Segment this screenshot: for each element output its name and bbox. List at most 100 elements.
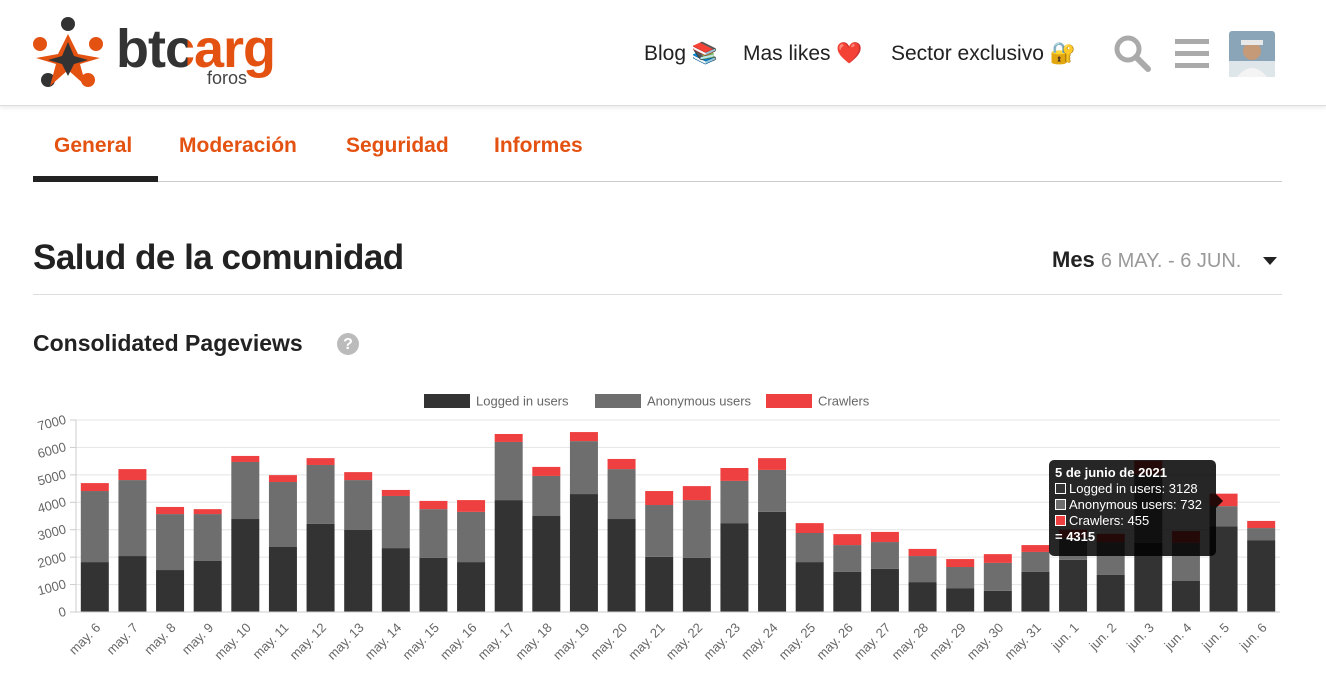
bar-segment	[833, 545, 862, 572]
tab[interactable]: Informes	[494, 134, 583, 157]
brand[interactable]: btcarg	[116, 18, 276, 80]
bar-segment	[870, 531, 899, 543]
chart-heading: Consolidated Pageviews	[33, 330, 303, 356]
bar-segment	[457, 500, 486, 512]
dropdown-caret[interactable]	[1262, 256, 1278, 266]
bar-segment	[1247, 540, 1276, 612]
bar-segment	[419, 509, 448, 558]
bar-segment	[908, 582, 937, 612]
bar-segment	[908, 556, 937, 583]
bar-segment	[80, 483, 109, 492]
bar-segment	[1021, 571, 1050, 612]
bar-segment	[645, 556, 674, 612]
chart: 0 1000 2000 3000 4000 5000 6000 7000 Logged in u…	[36, 393, 1280, 663]
bar-segment	[569, 441, 598, 495]
x-tick-label: jun. 4	[1161, 620, 1195, 654]
bar-segment	[983, 562, 1012, 591]
bar-segment	[607, 469, 636, 520]
x-tick-label: may. 23	[700, 620, 743, 663]
bar-segment	[795, 562, 824, 612]
x-tick-label: may. 30	[964, 620, 1007, 663]
bar-segment	[569, 494, 598, 612]
x-tick-label: may. 14	[362, 620, 405, 663]
nav-link[interactable]: Blog 📚	[644, 42, 719, 65]
bar-segment	[268, 481, 297, 547]
bar-segment	[156, 514, 185, 571]
avatar[interactable]	[1229, 31, 1275, 77]
tab[interactable]: General	[54, 134, 133, 157]
bar-segment	[720, 468, 749, 481]
x-tick-label: may. 31	[1001, 620, 1044, 663]
bar-segment	[682, 557, 711, 612]
bar-segment	[268, 475, 297, 482]
legend-label: Crawlers	[818, 393, 870, 408]
bar-segment	[532, 516, 561, 612]
period-picker[interactable]: Mes 6 MAY. - 6 JUN.	[1052, 247, 1241, 273]
bar-segment	[306, 523, 335, 612]
nav-link[interactable]: Mas likes ❤️	[743, 42, 863, 65]
bar-segment	[532, 466, 561, 476]
tooltip: 5 de junio de 2021 Logged in users: 3128…	[1049, 460, 1223, 556]
bar-segment	[758, 458, 787, 470]
bar-segment	[494, 433, 523, 442]
bar-segment	[344, 529, 373, 612]
bar-segment	[870, 568, 899, 612]
x-tick-label: jun. 3	[1123, 620, 1157, 654]
bar-segment	[268, 546, 297, 612]
bar-segment	[118, 469, 147, 481]
tab[interactable]: Moderación	[179, 134, 297, 157]
bar-segment	[870, 542, 899, 569]
help-icon[interactable]: ?	[336, 332, 360, 356]
x-tick-label: may. 20	[587, 620, 630, 663]
tooltip-swatch	[1055, 499, 1066, 510]
bar-segment	[758, 469, 787, 512]
x-tick-label: jun. 2	[1085, 620, 1119, 654]
bar-segment	[682, 486, 711, 501]
bar-segment	[720, 523, 749, 612]
page-title: Salud de la comunidad	[33, 238, 404, 277]
bar-segment	[1021, 551, 1050, 572]
bar-segment	[193, 509, 222, 515]
bar-segment	[1021, 545, 1050, 552]
bar-segment	[1209, 506, 1238, 527]
y-tick-label: 4000	[36, 494, 68, 516]
bar-segment	[983, 554, 1012, 563]
bar-segment	[80, 562, 109, 612]
tooltip-title: 5 de junio de 2021	[1055, 465, 1167, 480]
x-tick-label: may. 17	[475, 620, 518, 663]
bar-segment	[156, 506, 185, 515]
nav-link[interactable]: Sector exclusivo 🔐	[891, 42, 1076, 65]
x-tick-label: may. 22	[663, 620, 706, 663]
bar-segment	[381, 495, 410, 549]
x-tick-label: may. 27	[851, 620, 894, 663]
search-icon[interactable]	[1112, 33, 1152, 73]
bar-segment	[193, 560, 222, 612]
svg-text:?: ?	[343, 336, 353, 353]
bar-segment	[983, 590, 1012, 612]
bar-segment	[908, 548, 937, 557]
legend-swatch	[424, 394, 470, 408]
bar-segment	[946, 567, 975, 589]
menu-icon[interactable]	[1174, 38, 1210, 70]
period-range[interactable]: 6 MAY. - 6 JUN.	[1100, 250, 1242, 272]
x-tick-label: jun. 6	[1236, 620, 1270, 654]
bar-segment	[419, 500, 448, 510]
legend-label: Anonymous users	[647, 393, 752, 408]
tooltip-line: Logged in users: 3128	[1055, 481, 1210, 497]
brand-text[interactable]: btcarg	[116, 19, 276, 79]
bar-segment	[457, 511, 486, 563]
x-tick-label: may. 21	[625, 620, 668, 663]
x-tick-label: may. 15	[399, 620, 442, 663]
x-tick-label: may. 28	[888, 620, 931, 663]
x-tick-label: may. 25	[776, 620, 819, 663]
bar-segment	[833, 534, 862, 546]
bar-segment	[833, 571, 862, 612]
legend-swatch	[595, 394, 641, 408]
period-label[interactable]: Mes	[1052, 247, 1095, 272]
x-tick-label: may. 13	[324, 620, 367, 663]
bar-segment	[682, 500, 711, 558]
bar-segment	[80, 491, 109, 563]
tab[interactable]: Seguridad	[346, 134, 449, 157]
y-tick-label: 3000	[36, 521, 68, 543]
